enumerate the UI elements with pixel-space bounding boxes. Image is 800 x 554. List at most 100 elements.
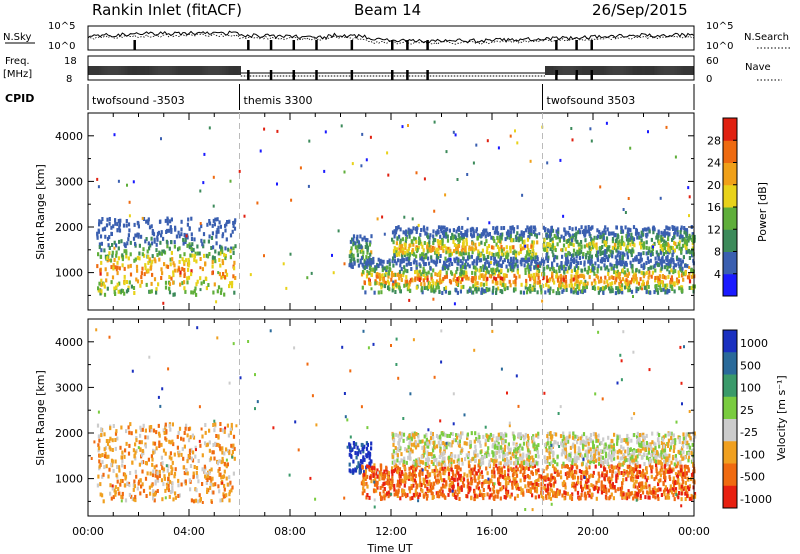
range-gate-echo (215, 442, 218, 447)
range-gate-echo (593, 278, 596, 283)
range-gate-echo (500, 245, 503, 249)
range-gate-echo (362, 250, 365, 255)
range-gate-echo (197, 499, 200, 504)
range-gate-echo (96, 264, 99, 269)
range-gate-echo (460, 485, 463, 490)
range-gate-echo (482, 229, 485, 234)
range-gate-echo (618, 254, 622, 259)
range-gate-echo (680, 287, 683, 292)
range-gate-echo (496, 280, 499, 285)
range-gate-echo (667, 262, 670, 266)
range-gate-echo (640, 234, 643, 239)
range-gate-echo (491, 271, 494, 276)
range-gate-echo (616, 269, 619, 274)
range-gate-echo (134, 469, 137, 474)
range-gate-echo (516, 259, 519, 264)
range-gate-echo (596, 269, 599, 274)
range-gate-echo (133, 291, 136, 295)
range-gate-echo (458, 476, 461, 481)
range-gate-echo (369, 252, 372, 257)
range-gate-echo (393, 492, 396, 497)
range-gate-echo (424, 255, 428, 260)
range-gate-echo (675, 480, 678, 485)
range-gate-echo (206, 490, 209, 494)
range-gate-echo (609, 262, 612, 267)
range-gate-echo (465, 242, 468, 247)
range-gate-echo (432, 284, 435, 289)
range-gate-echo (190, 247, 193, 251)
range-gate-echo (620, 241, 623, 246)
range-gate-echo (666, 283, 669, 288)
range-gate-echo (188, 478, 191, 483)
range-gate-echo (591, 286, 594, 290)
range-gate-echo (447, 249, 450, 254)
range-gate-echo (465, 276, 468, 281)
nsky-dropout-mark (315, 40, 318, 50)
range-gate-echo (629, 242, 632, 247)
range-gate-echo (130, 284, 133, 289)
range-gate-echo (631, 240, 634, 244)
freq-dropout-mark (292, 70, 296, 80)
range-gate-echo (639, 256, 642, 261)
range-gate-echo (545, 275, 548, 280)
range-gate-echo (668, 232, 671, 237)
range-gate-echo (459, 486, 462, 491)
sparse-echo (289, 252, 292, 256)
range-gate-echo (529, 289, 532, 294)
range-gate-echo (370, 446, 373, 451)
range-gate-echo (373, 466, 376, 471)
range-gate-echo (484, 289, 487, 294)
range-gate-echo (626, 464, 629, 469)
range-gate-echo (446, 264, 449, 269)
range-gate-echo (588, 488, 591, 493)
range-gate-echo (512, 280, 515, 285)
range-gate-echo (670, 284, 673, 289)
range-gate-echo (574, 251, 577, 256)
range-gate-echo (535, 489, 539, 494)
range-gate-echo (444, 468, 447, 473)
range-gate-echo (671, 287, 674, 291)
range-gate-echo (599, 249, 602, 254)
range-gate-echo (396, 465, 400, 470)
sparse-echo (351, 162, 354, 166)
range-gate-echo (628, 280, 631, 285)
range-gate-echo (641, 228, 645, 233)
range-gate-echo (229, 480, 232, 485)
range-gate-echo (134, 494, 137, 499)
range-gate-echo (458, 238, 461, 243)
range-gate-echo (681, 266, 684, 271)
range-gate-echo (686, 275, 690, 280)
range-gate-echo (404, 268, 407, 273)
range-gate-echo (635, 268, 638, 273)
range-gate-echo (398, 246, 401, 251)
range-gate-echo (660, 266, 663, 271)
range-gate-echo (578, 251, 581, 256)
range-gate-echo (690, 472, 694, 477)
range-gate-echo (679, 234, 682, 238)
range-gate-echo (639, 285, 642, 290)
range-gate-echo (138, 462, 141, 467)
range-gate-echo (562, 243, 566, 248)
range-gate-echo (118, 225, 121, 230)
range-gate-echo (102, 499, 105, 504)
range-gate-echo (688, 286, 691, 290)
range-gate-echo (659, 468, 662, 473)
range-gate-echo (437, 255, 440, 260)
range-gate-echo (443, 266, 446, 271)
range-gate-echo (108, 467, 111, 472)
range-gate-echo (113, 258, 116, 262)
sparse-echo (595, 253, 597, 257)
range-gate-echo (663, 239, 666, 244)
range-gate-echo (229, 430, 232, 435)
range-gate-echo (460, 487, 463, 492)
range-gate-echo (175, 234, 178, 239)
range-gate-echo (685, 250, 688, 255)
range-gate-echo (504, 237, 507, 242)
range-gate-echo (133, 479, 136, 484)
range-gate-echo (468, 255, 471, 260)
range-gate-echo (604, 243, 608, 248)
range-gate-echo (557, 472, 560, 477)
range-gate-echo (211, 223, 214, 228)
range-gate-echo (557, 490, 560, 495)
range-gate-echo (468, 288, 471, 293)
